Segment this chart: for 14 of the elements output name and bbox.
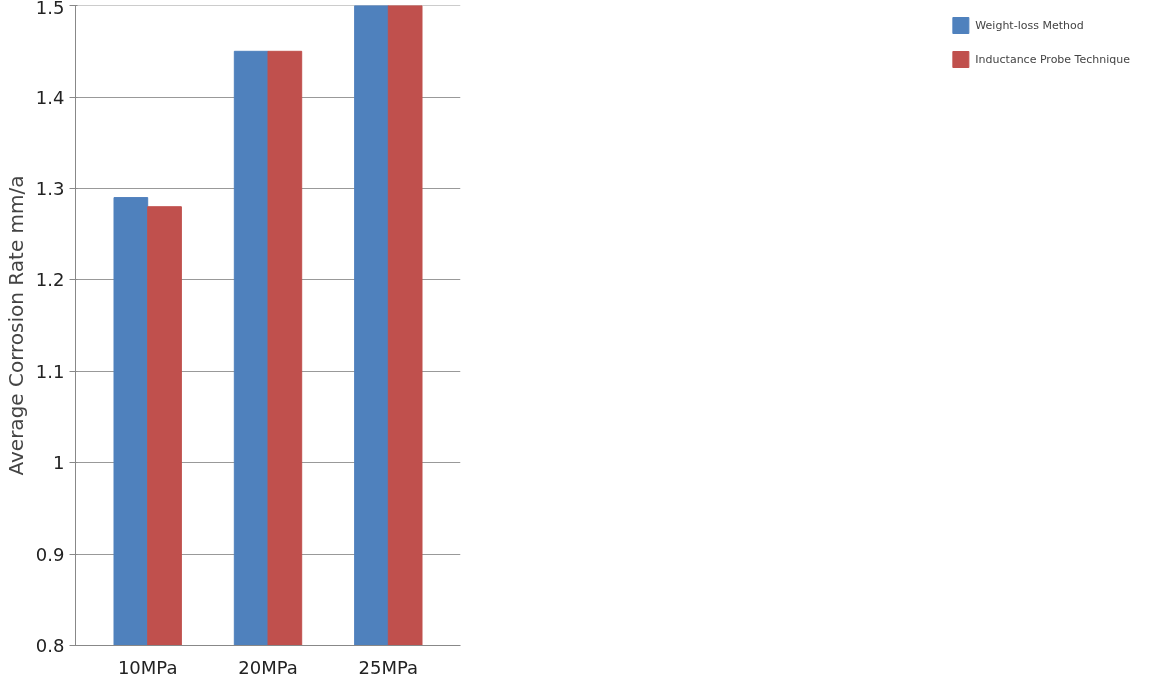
x-tick-label: 20MPa xyxy=(238,656,298,678)
y-axis-title: Average Corrosion Rate mm/a xyxy=(3,175,28,476)
y-tick-label: 1.2 xyxy=(35,269,65,291)
y-tick-label: 1 xyxy=(53,452,65,474)
y-tick-label: 1.3 xyxy=(35,177,65,199)
legend-label: Inductance Probe Technique xyxy=(975,52,1130,66)
y-tick-label: 1.5 xyxy=(35,0,65,18)
y-tick-label: 0.8 xyxy=(35,635,65,656)
legend-label: Weight-loss Method xyxy=(975,18,1084,32)
x-tick-label: 10MPa xyxy=(117,656,178,678)
y-tick-label: 1.1 xyxy=(35,360,65,382)
y-tick-label: 1.4 xyxy=(35,86,65,108)
y-tick-label: 0.9 xyxy=(35,543,65,565)
x-tick-label: 25MPa xyxy=(358,656,419,678)
